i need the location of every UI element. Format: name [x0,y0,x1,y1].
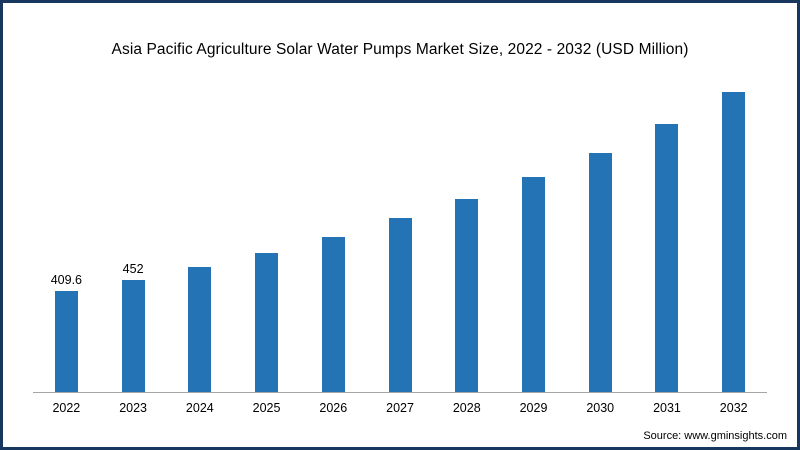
bar-2023 [121,280,145,392]
bar-slot-2029 [500,83,567,392]
x-axis-labels: 2022 2023 2024 2025 2026 2027 2028 2029 2030 2031… [33,401,767,415]
bar-slot-2026 [300,83,367,392]
bar-2028 [455,198,479,392]
x-tick-label-2024: 2024 [185,401,214,415]
bar-slot-2031 [634,83,701,392]
bar-2025 [255,253,279,392]
x-tick-label-2031: 2031 [653,401,681,415]
x-tick-label-2027: 2027 [386,401,414,415]
bar-2029 [522,176,545,392]
bar-slot-2023: 452 [100,83,167,392]
bar-slot-2027 [367,83,434,392]
bar-slot-2025 [233,83,300,392]
bar-2026 [321,237,345,392]
bar-2030 [588,153,612,392]
bar-2031 [655,124,679,392]
x-tick-label-2025: 2025 [252,401,281,415]
plot-area: 409.6 452 [33,83,767,393]
bar-2022 [54,290,78,392]
x-tick-label-2029: 2029 [519,401,548,415]
x-tick-label-2032: 2032 [719,401,748,415]
bar-slot-2030 [567,83,634,392]
x-tick-label-2028: 2028 [452,401,481,415]
x-tick-label-2030: 2030 [586,401,615,415]
bar-value-label-2023: 452 [122,262,144,277]
bars-container: 409.6 452 [33,83,767,393]
bar-slot-2028 [433,83,500,392]
bar-2027 [388,218,412,392]
source-text: Source: www.gminsights.com [643,430,787,442]
bar-2024 [188,267,212,392]
bar-slot-2022: 409.6 [33,83,100,392]
x-tick-label-2022: 2022 [52,401,81,415]
bar-slot-2032 [700,83,767,392]
x-tick-label-2026: 2026 [319,401,348,415]
chart-title: Asia Pacific Agriculture Solar Water Pum… [111,41,689,58]
x-tick-label-2023: 2023 [119,401,147,415]
bar-2032 [722,91,746,392]
bar-value-label-2022: 409.6 [50,272,82,287]
bar-slot-2024 [166,83,233,392]
